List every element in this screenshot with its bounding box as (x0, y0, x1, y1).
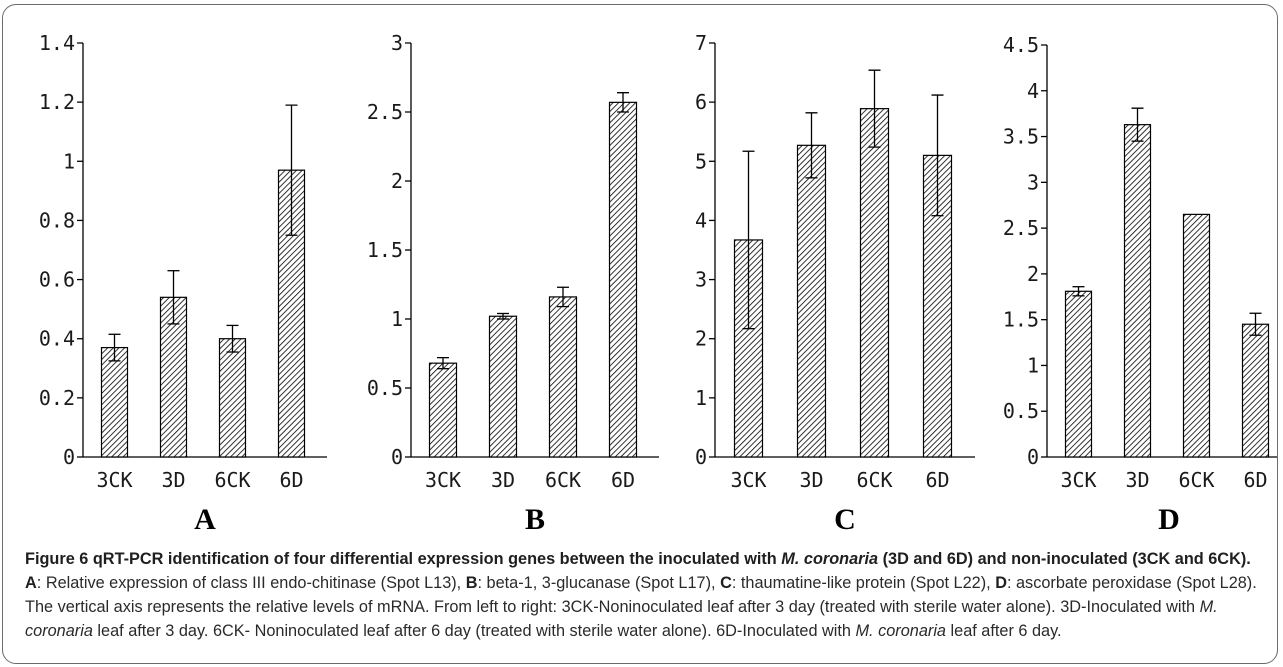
x-tick-label: 3CK (730, 468, 766, 492)
y-tick-label: 0 (63, 445, 75, 469)
bar-6d (1241, 323, 1270, 458)
y-tick-label: 2 (1027, 262, 1039, 286)
panel-letter: B (525, 503, 545, 536)
panel-letter: A (194, 503, 216, 536)
bar-3d (488, 315, 518, 458)
bar-6ck (859, 108, 890, 458)
x-tick-label: 3CK (1060, 468, 1096, 492)
y-tick-label: 2.5 (367, 100, 403, 124)
chart-panel-a: 0 0.2 0.4 0.6 0.8 1 1.2 1.4 3CK 3D 6CK 6D A (39, 31, 327, 536)
bar-3d (796, 144, 827, 458)
x-tick-label: 3D (1125, 468, 1149, 492)
y-tick-label: 1.2 (39, 90, 75, 114)
y-tick-label: 2.5 (1003, 216, 1039, 240)
x-tick-label: 6D (1243, 468, 1267, 492)
caption-text-e: leaf after 3 day. 6CK- Noninoculated lea… (92, 622, 856, 640)
caption-text-d: : ascorbate peroxidase (Spot L28). The v… (25, 574, 1257, 616)
y-tick-label: 7 (695, 31, 707, 55)
bar-3ck (100, 346, 129, 458)
caption-text-c: : thaumatine-like protein (Spot L22), (731, 574, 996, 592)
x-tick-label: 3D (799, 468, 823, 492)
x-tick-label: 6CK (856, 468, 892, 492)
x-tick-label: 3D (161, 468, 185, 492)
y-tick-label: 0 (1027, 445, 1039, 469)
y-tick-label: 1 (1027, 353, 1039, 377)
y-tick-label: 0.4 (39, 327, 75, 351)
y-tick-label: 4 (695, 208, 707, 232)
x-tick-label: 6CK (214, 468, 250, 492)
y-tick-label: 1 (391, 307, 403, 331)
bar-6ck (218, 338, 247, 458)
caption-label-c: C (720, 574, 732, 592)
x-tick-label: 6D (925, 468, 949, 492)
bar-6ck (1182, 213, 1211, 458)
y-tick-label: 6 (695, 90, 707, 114)
y-tick-label: 0.5 (367, 376, 403, 400)
bar-3d (1123, 124, 1152, 458)
chart-panel-d: 0 0.5 1 1.5 2 2.5 3 3.5 4 4.5 3CK 3D 6CK 6D D (1003, 33, 1277, 536)
x-tick-label: 6D (611, 468, 635, 492)
y-tick-label: 1 (695, 386, 707, 410)
y-tick-label: 1.5 (1003, 308, 1039, 332)
bar-6d (608, 101, 638, 458)
x-tick-label: 6CK (1178, 468, 1214, 492)
caption-title-part: qRT-PCR identification of four different… (88, 550, 782, 568)
caption-title-species: M. coronaria (781, 550, 879, 568)
bar-3ck (1064, 290, 1093, 458)
x-tick-label: 3D (491, 468, 515, 492)
y-tick-label: 0 (391, 445, 403, 469)
y-tick-label: 4 (1027, 79, 1039, 103)
y-tick-label: 4.5 (1003, 33, 1039, 57)
caption-species-3: M. coronaria (855, 622, 947, 640)
caption-text-f: leaf after 6 day. (946, 622, 1062, 640)
caption-label-b: B (465, 574, 478, 592)
figure-caption: Figure 6 qRT-PCR identification of four … (25, 547, 1260, 643)
caption-text-b: : beta-1, 3-glucanase (Spot L17), (477, 574, 721, 592)
y-tick-label: 1.4 (39, 31, 75, 55)
panel-letter: C (834, 503, 856, 536)
caption-figure-label: Figure 6 (25, 550, 89, 568)
caption-label-a: A (25, 574, 37, 592)
y-tick-label: 3 (1027, 170, 1039, 194)
bar-3ck (428, 362, 458, 458)
panel-letter: D (1158, 503, 1180, 536)
figure-frame: 0 0.2 0.4 0.6 0.8 1 1.2 1.4 3CK 3D 6CK 6D A 0 0.5 1 1.5 2… (2, 4, 1278, 664)
x-tick-label: 3CK (96, 468, 132, 492)
caption-text-a: : Relative expression of class III endo-… (36, 574, 466, 592)
y-tick-label: 0.2 (39, 386, 75, 410)
y-tick-label: 0.8 (39, 208, 75, 232)
bar-6ck (548, 296, 578, 458)
y-tick-label: 1 (63, 149, 75, 173)
y-tick-label: 0.6 (39, 268, 75, 292)
bar-3d (159, 296, 188, 458)
x-tick-label: 3CK (425, 468, 461, 492)
caption-species-2: M. coronaria (25, 598, 1218, 640)
y-tick-label: 0.5 (1003, 399, 1039, 423)
y-tick-label: 2 (695, 327, 707, 351)
y-tick-label: 3.5 (1003, 125, 1039, 149)
x-tick-label: 6CK (545, 468, 581, 492)
y-tick-label: 1.5 (367, 238, 403, 262)
y-tick-label: 0 (695, 445, 707, 469)
y-tick-label: 3 (695, 268, 707, 292)
y-tick-label: 3 (391, 31, 403, 55)
caption-label-d: D (995, 574, 1007, 592)
chart-panel-c: 0 1 2 3 4 5 6 7 3CK 3D 6CK 6D C (695, 31, 975, 536)
caption-title-end: (3D and 6D) and non-inoculated (3CK and … (878, 550, 1251, 568)
y-tick-label: 5 (695, 149, 707, 173)
chart-panel-b: 0 0.5 1 1.5 2 2.5 3 3CK 3D 6CK 6D B (367, 31, 659, 536)
y-tick-label: 2 (391, 169, 403, 193)
x-tick-label: 6D (279, 468, 303, 492)
